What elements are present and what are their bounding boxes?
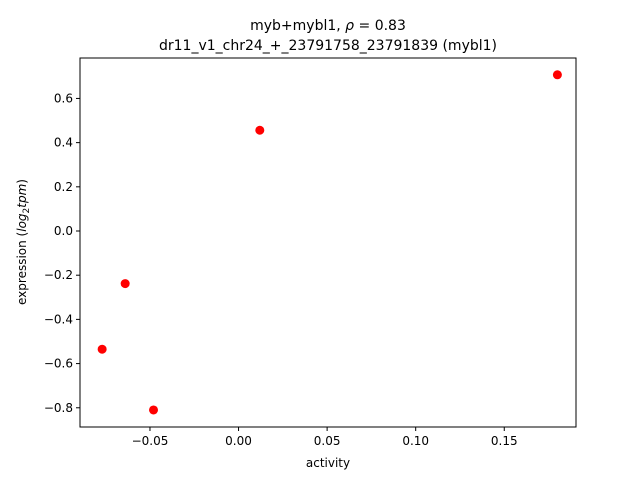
x-tick-label: 0.10 — [402, 434, 429, 448]
y-tick-label: −0.6 — [44, 357, 73, 371]
data-point — [552, 70, 562, 80]
x-tick-label: 0.05 — [314, 434, 341, 448]
x-axis-label: activity — [306, 456, 350, 470]
data-point — [149, 405, 159, 415]
x-tick-label: 0.15 — [491, 434, 518, 448]
x-axis-ticks: −0.05 0.00 0.05 0.10 0.15 — [132, 427, 518, 448]
axes-frame — [79, 57, 577, 428]
x-tick-label: 0.00 — [225, 434, 252, 448]
y-tick-label: −0.4 — [44, 312, 73, 326]
plot-area — [79, 57, 577, 428]
y-tick-label: 0.6 — [54, 91, 73, 105]
y-tick-label: 0.0 — [54, 224, 73, 238]
y-axis-ticks: −0.8 −0.6 −0.4 −0.2 0.0 0.2 0.4 0.6 — [44, 91, 80, 415]
data-point — [97, 344, 107, 354]
data-point — [255, 125, 265, 135]
y-tick-label: 0.2 — [54, 180, 73, 194]
chart-title-line2: dr11_v1_chr24_+_23791758_23791839 (mybl1… — [159, 38, 497, 54]
y-tick-label: −0.2 — [44, 268, 73, 282]
x-tick-label: −0.05 — [132, 434, 169, 448]
chart-title-line1: myb+mybl1, ρ = 0.83 — [250, 18, 406, 34]
y-tick-label: −0.8 — [44, 401, 73, 415]
y-tick-label: 0.4 — [54, 136, 73, 150]
data-points — [97, 70, 562, 415]
data-point — [120, 279, 130, 289]
y-axis-label: expression (log2tpm) — [15, 179, 32, 305]
